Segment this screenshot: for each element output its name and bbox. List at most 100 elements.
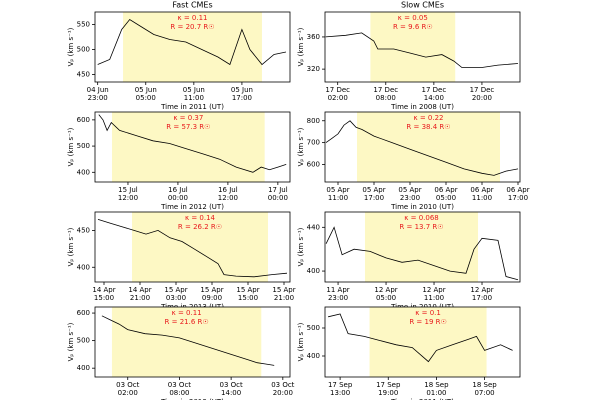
x-tick-label: 07:00 — [474, 389, 494, 397]
y-tick-label: 440 — [307, 223, 320, 231]
x-tick-label: 02:00 — [328, 94, 348, 102]
annotation: R = 21.6 R☉ — [165, 318, 209, 326]
y-tick-label: 800 — [307, 117, 320, 125]
x-tick-label: 03 Oct — [271, 381, 294, 389]
x-tick-label: 17 Dec — [470, 86, 495, 94]
data-line — [325, 120, 519, 176]
x-axis-label: Time in 2010 (UT) — [390, 203, 454, 211]
shaded-interval — [132, 212, 268, 282]
x-tick-label: 14:00 — [221, 389, 241, 397]
y-tick-label: 600 — [307, 161, 320, 169]
x-tick-label: 14:00 — [424, 94, 444, 102]
data-line — [328, 313, 513, 363]
x-tick-label: 17:00 — [508, 194, 528, 202]
x-tick-label: 23:00 — [328, 294, 348, 302]
annotation: R = 38.4 R☉ — [406, 123, 450, 131]
shaded-interval — [111, 307, 262, 377]
annotation: R = 26.2 R☉ — [178, 223, 222, 231]
x-tick-label: 05:00 — [436, 194, 456, 202]
x-tick-label: 11:00 — [472, 194, 492, 202]
x-tick-label: 15 Apr — [236, 286, 259, 294]
x-tick-label: 17 Dec — [422, 86, 447, 94]
x-tick-label: 17 Dec — [373, 86, 398, 94]
x-axis-label: Time in 2011 (UT) — [160, 103, 224, 111]
annotation: κ = 0.1 — [415, 309, 441, 317]
x-tick-label: 15:00 — [238, 294, 258, 302]
x-axis-label: Time in 2013 (UT) — [160, 398, 224, 400]
x-tick-label: 03 Oct — [116, 381, 139, 389]
y-tick-label: 700 — [307, 139, 320, 147]
annotation: κ = 0.11 — [172, 309, 202, 317]
x-tick-label: 23:00 — [400, 194, 420, 202]
y-axis-label: Vₚ (km s⁻¹) — [297, 127, 305, 166]
x-tick-label: 05 Apr — [326, 186, 349, 194]
annotation: R = 9.6 R☉ — [393, 23, 433, 31]
x-tick-label: 03:00 — [166, 294, 186, 302]
x-tick-label: 17 Sep — [328, 381, 353, 389]
x-tick-label: 05 Jun — [231, 86, 253, 94]
x-tick-label: 15 Jul — [118, 186, 138, 194]
y-tick-label: 450 — [77, 226, 90, 234]
y-tick-label: 400 — [77, 263, 90, 271]
x-tick-label: 01:00 — [426, 389, 446, 397]
x-tick-label: 20:00 — [273, 389, 293, 397]
y-axis-label: Vₚ (km s⁻¹) — [67, 322, 75, 361]
x-tick-label: 15 Apr — [200, 286, 223, 294]
y-axis-label: Vₚ (km s⁻¹) — [297, 27, 305, 66]
x-tick-label: 19:00 — [378, 389, 398, 397]
x-axis-label: Time in 2011 (UT) — [390, 398, 454, 400]
x-tick-label: 17:00 — [472, 294, 492, 302]
annotation: κ = 0.11 — [177, 14, 207, 22]
data-line — [325, 226, 519, 281]
shaded-interval — [123, 12, 262, 82]
data-line — [101, 315, 275, 366]
x-tick-label: 05 Jun — [135, 86, 157, 94]
annotation: κ = 0.068 — [404, 214, 438, 222]
x-tick-label: 17:00 — [364, 194, 384, 202]
y-tick-label: 500 — [307, 324, 320, 332]
x-tick-label: 11:00 — [184, 94, 204, 102]
x-tick-label: 12:00 — [218, 194, 238, 202]
y-tick-label: 360 — [307, 33, 320, 41]
x-tick-label: 16 Jul — [168, 186, 188, 194]
x-tick-label: 12 Apr — [470, 286, 493, 294]
x-tick-label: 18 Sep — [472, 381, 497, 389]
x-tick-label: 05:00 — [376, 294, 396, 302]
x-tick-label: 12 Apr — [422, 286, 445, 294]
x-tick-label: 13:00 — [330, 389, 350, 397]
panel-title: Slow CMEs — [401, 1, 444, 10]
annotation: R = 20.7 R☉ — [170, 23, 214, 31]
x-axis-label: Time in 2012 (UT) — [160, 203, 224, 211]
x-tick-label: 17 Jul — [268, 186, 288, 194]
data-line — [98, 114, 287, 173]
x-tick-label: 17 Sep — [376, 381, 401, 389]
x-tick-label: 14 Apr — [92, 286, 115, 294]
data-line — [97, 219, 288, 278]
axes-frame — [324, 11, 521, 83]
y-tick-label: 450 — [77, 71, 90, 79]
shaded-interval — [112, 112, 265, 182]
annotation: κ = 0.05 — [398, 14, 428, 22]
annotation: R = 57.3 R☉ — [166, 123, 210, 131]
x-tick-label: 02:00 — [118, 389, 138, 397]
x-tick-label: 00:00 — [168, 194, 188, 202]
annotation: κ = 0.37 — [173, 114, 203, 122]
x-tick-label: 05 Jun — [183, 86, 205, 94]
y-tick-label: 400 — [77, 364, 90, 372]
x-tick-label: 12:00 — [118, 194, 138, 202]
x-tick-label: 23:00 — [88, 94, 108, 102]
x-axis-label: Time in 2008 (UT) — [390, 103, 454, 111]
x-tick-label: 15:00 — [94, 294, 114, 302]
x-tick-label: 04 Jun — [87, 86, 109, 94]
y-tick-label: 320 — [307, 65, 320, 73]
axes-frame — [94, 11, 291, 83]
x-tick-label: 03 Oct — [220, 381, 243, 389]
x-tick-label: 21:00 — [130, 294, 150, 302]
x-tick-label: 06 Apr — [506, 186, 529, 194]
x-tick-label: 06 Apr — [470, 186, 493, 194]
x-tick-label: 11:00 — [328, 194, 348, 202]
y-tick-label: 400 — [77, 168, 90, 176]
annotation: R = 19 R☉ — [409, 318, 446, 326]
annotation: R = 13.7 R☉ — [399, 223, 443, 231]
annotation: κ = 0.22 — [413, 114, 443, 122]
